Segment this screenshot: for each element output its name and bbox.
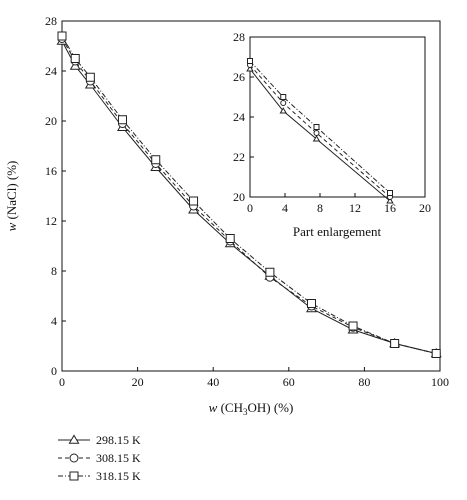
inset-x-tick-label-0: 0	[247, 201, 253, 215]
inset-series-line-0	[249, 68, 391, 202]
legend-label-1: 308.15 K	[96, 451, 141, 465]
legend-marker-0	[68, 434, 80, 444]
inset-series-2-point-1	[280, 94, 287, 100]
inset-series-0-point-2	[312, 135, 321, 142]
main-series-layer	[56, 31, 442, 358]
x-axis-label-subscript: 3	[243, 407, 248, 417]
inset-series-layer	[246, 58, 394, 204]
main-series-2-point-11	[431, 349, 441, 358]
main-series-2-point-4	[151, 155, 161, 165]
inset-x-tick-label-3: 12	[349, 201, 361, 215]
inset-y-tick-label-0: 20	[233, 190, 245, 204]
main-y-tick-label-5: 20	[45, 114, 57, 128]
inset-x-tick-label-5: 20	[419, 201, 431, 215]
inset-x-tick-label-1: 4	[282, 201, 288, 215]
main-x-tick-label-1: 20	[132, 375, 144, 389]
legend-marker-2	[69, 471, 79, 481]
x-axis-label-unit: OH) (%)	[247, 400, 293, 415]
inset-series-2-point-2	[313, 124, 320, 130]
inset-series-0-point-1	[279, 107, 287, 114]
legend-label-0: 298.15 K	[96, 433, 141, 447]
y-axis-label: w (NaCl) (%)	[4, 161, 19, 232]
main-series-2-point-6	[225, 234, 235, 243]
x-axis-label-text: (CH	[217, 400, 243, 415]
main-series-2-point-9	[348, 321, 358, 331]
main-series-2-point-1	[70, 54, 80, 63]
x-axis-label: w (CH3OH) (%)	[209, 400, 294, 417]
legend-label-2: 318.15 K	[96, 469, 141, 483]
main-series-2-point-3	[117, 115, 127, 125]
main-y-tick-label-2: 8	[51, 264, 57, 278]
inset-series-0-point-3	[386, 197, 394, 204]
inset-plot: 0 4 8 12 16 20 20 22 24 26 28 Part enlargement	[233, 30, 431, 239]
inset-series-line-1	[249, 64, 391, 198]
main-x-tick-label-0: 0	[59, 375, 65, 389]
main-y-tick-label-7: 28	[45, 14, 57, 28]
inset-x-tick-label-4: 16	[384, 201, 396, 215]
inset-y-tick-label-3: 26	[233, 70, 245, 84]
main-series-2-point-5	[189, 196, 199, 206]
main-x-tick-label-4: 80	[358, 375, 370, 389]
inset-series-line-2	[249, 60, 391, 194]
main-y-tick-label-1: 4	[51, 314, 57, 328]
main-series-line-2	[61, 35, 437, 354]
main-y-tick-label-4: 16	[45, 164, 57, 178]
inset-axis-ticks: 0 4 8 12 16 20 20 22 24 26 28	[233, 30, 431, 215]
legend: 298.15 K 308.15 K 318.15 K	[58, 433, 141, 483]
inset-y-tick-label-2: 24	[233, 110, 245, 124]
inset-series-1-point-1	[280, 100, 287, 106]
main-series-2-point-0	[57, 31, 67, 41]
main-series-2-point-10	[390, 339, 400, 348]
inset-series-2-point-3	[387, 190, 393, 196]
inset-series-2-point-0	[247, 58, 253, 64]
inset-title: Part enlargement	[293, 224, 382, 239]
y-axis-label-symbol: w	[4, 222, 19, 231]
legend-marker-1	[69, 453, 79, 463]
inset-series-1-point-2	[313, 130, 320, 136]
main-series-line-1	[61, 38, 437, 354]
inset-series-0-point-0	[246, 65, 254, 72]
main-x-tick-label-2: 40	[207, 375, 219, 389]
inset-y-tick-label-4: 28	[233, 30, 245, 44]
main-y-tick-label-0: 0	[51, 364, 57, 378]
inset-x-tick-label-2: 8	[317, 201, 323, 215]
inset-y-tick-label-1: 22	[233, 150, 245, 164]
main-series-2-point-2	[85, 72, 95, 82]
main-series-2-point-7	[265, 267, 275, 277]
main-y-tick-label-3: 12	[45, 214, 57, 228]
x-axis-label-symbol: w	[209, 400, 218, 415]
main-series-2-point-8	[306, 299, 316, 308]
main-x-tick-label-3: 60	[283, 375, 295, 389]
main-x-tick-label-5: 100	[431, 375, 449, 389]
main-y-tick-label-6: 24	[45, 64, 57, 78]
main-plot-frame	[61, 20, 441, 372]
inset-background	[250, 37, 425, 197]
y-axis-label-text: (NaCl) (%)	[4, 161, 19, 223]
